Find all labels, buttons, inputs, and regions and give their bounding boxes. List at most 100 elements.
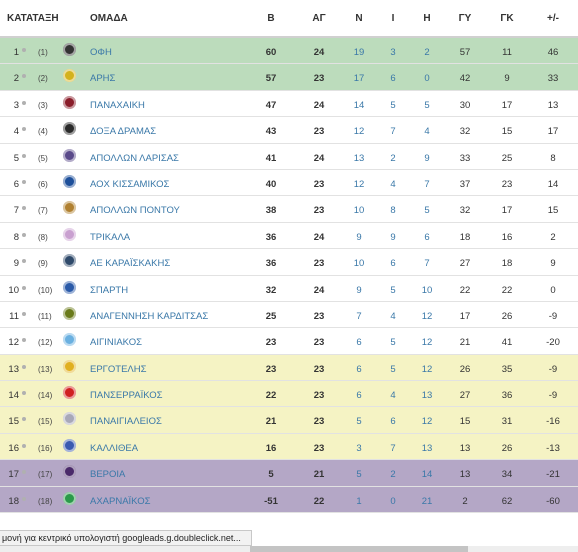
- table-row: 14 (14) ΠΑΝΣΕΡΡΑΪΚΟΣ 22 23 6 4 13 27 36 -9: [0, 381, 578, 408]
- header-goals-for[interactable]: ΓΥ: [458, 13, 472, 24]
- goals-against-cell: 17: [501, 99, 513, 111]
- previous-rank-cell: (18): [38, 496, 53, 506]
- team-name-link[interactable]: ΠΑΝΣΕΡΡΑΪΚΟΣ: [90, 390, 163, 402]
- karaiskakis-crest-icon: [63, 254, 76, 268]
- header-draws[interactable]: Ι: [391, 13, 395, 24]
- points-cell: 36: [265, 231, 277, 243]
- team-name-link[interactable]: ΑΝΑΓΕΝΝΗΣΗ ΚΑΡΔΙΤΣΑΣ: [90, 310, 209, 322]
- previous-rank-cell: (9): [38, 259, 48, 269]
- acharnaikos-crest-icon: [63, 491, 76, 505]
- goals-for-cell: 32: [459, 205, 471, 217]
- header-team[interactable]: ΟΜΑΔΑ: [90, 13, 128, 24]
- played-cell: 24: [313, 99, 325, 111]
- rank-cell: 14: [8, 390, 19, 402]
- wins-cell: 14: [353, 99, 365, 111]
- losses-cell: 13: [421, 442, 433, 454]
- header-wins[interactable]: Ν: [355, 13, 363, 24]
- team-name-link[interactable]: ΠΑΝΑΧΑΙΚΗ: [90, 99, 145, 111]
- header-rank[interactable]: ΚΑΤΑΤΑΞΗ: [7, 13, 59, 24]
- draws-cell: 6: [390, 73, 396, 85]
- rank-cell: 8: [13, 231, 19, 243]
- goal-diff-cell: -9: [548, 310, 558, 322]
- previous-rank-cell: (6): [38, 179, 48, 189]
- table-row: 17 (17) ΒΕΡΟΙΑ 5 21 5 2 14 13 34 -21: [0, 460, 578, 487]
- played-cell: 23: [313, 178, 325, 190]
- points-cell: 25: [265, 310, 277, 322]
- header-points[interactable]: Β: [267, 13, 275, 24]
- wins-cell: 10: [353, 205, 365, 217]
- losses-cell: 13: [421, 390, 433, 402]
- draws-cell: 4: [390, 178, 396, 190]
- goals-for-cell: 18: [459, 231, 471, 243]
- header-losses[interactable]: Η: [423, 13, 431, 24]
- losses-cell: 12: [421, 416, 433, 428]
- team-name-link[interactable]: ΑΙΓΙΝΙΑΚΟΣ: [90, 337, 142, 349]
- points-cell: 38: [265, 205, 277, 217]
- scrollbar-thumb[interactable]: [250, 546, 468, 552]
- team-name-link[interactable]: ΕΡΓΟΤΕΛΗΣ: [90, 363, 147, 375]
- losses-cell: 12: [421, 310, 433, 322]
- draws-cell: 4: [390, 390, 396, 402]
- previous-rank-cell: (17): [38, 470, 53, 480]
- played-cell: 23: [313, 126, 325, 138]
- apollon-pontou-crest-icon: [63, 201, 76, 215]
- wins-cell: 9: [356, 231, 362, 243]
- team-name-link[interactable]: ΑΕ ΚΑΡΑΪΣΚΑΚΗΣ: [90, 258, 171, 270]
- draws-cell: 7: [390, 126, 396, 138]
- table-row: 1 (1) ΟΦΗ 60 24 19 3 2 57 11 46: [0, 38, 578, 65]
- team-name-link[interactable]: ΤΡΙΚΑΛΑ: [90, 231, 131, 243]
- kallithea-crest-icon: [63, 438, 76, 452]
- team-name-link[interactable]: ΒΕΡΟΙΑ: [90, 469, 126, 481]
- goals-for-cell: 26: [459, 363, 471, 375]
- previous-rank-cell: (8): [38, 232, 48, 242]
- team-name-link[interactable]: ΑΠΟΛΛΩΝ ΠΟΝΤΟΥ: [90, 205, 180, 217]
- wins-cell: 10: [353, 258, 365, 270]
- team-name-link[interactable]: ΑΠΟΛΛΩΝ ΛΑΡΙΣΑΣ: [90, 152, 179, 164]
- table-row: 11 (11) ΑΝΑΓΕΝΝΗΣΗ ΚΑΡΔΙΤΣΑΣ 25 23 7 4 12 17 26 -9: [0, 301, 578, 329]
- team-name-link[interactable]: ΔΟΞΑ ΔΡΑΜΑΣ: [90, 126, 157, 138]
- goal-diff-cell: 46: [547, 47, 559, 58]
- header-goals-against[interactable]: ΓΚ: [500, 13, 514, 24]
- draws-cell: 7: [390, 442, 396, 454]
- draws-cell: 8: [390, 205, 396, 217]
- team-name-link[interactable]: ΟΦΗ: [90, 47, 112, 58]
- header-played[interactable]: ΑΓ: [312, 13, 326, 24]
- trend-dot-icon: [22, 153, 26, 158]
- goal-diff-cell: 15: [547, 205, 559, 217]
- points-cell: 60: [265, 47, 277, 58]
- goal-diff-cell: 0: [550, 284, 556, 296]
- losses-cell: 0: [424, 73, 430, 85]
- goals-against-cell: 9: [504, 73, 510, 85]
- table-row: 9 (9) ΑΕ ΚΑΡΑΪΣΚΑΚΗΣ 36 23 10 6 7 27 18 9: [0, 249, 578, 276]
- rank-cell: 7: [13, 205, 19, 217]
- previous-rank-cell: (15): [38, 417, 53, 427]
- table-row: 5 (5) ΑΠΟΛΛΩΝ ΛΑΡΙΣΑΣ 41 24 13 2 9 33 25 8: [0, 143, 578, 170]
- team-name-link[interactable]: ΣΠΑΡΤΗ: [90, 284, 129, 296]
- goals-against-cell: 62: [501, 495, 513, 507]
- team-name-link[interactable]: ΑΟΧ ΚΙΣΣΑΜΙΚΟΣ: [90, 178, 170, 190]
- losses-cell: 2: [424, 47, 430, 58]
- team-name-link[interactable]: ΠΑΝΑΙΓΙΑΛΕΙΟΣ: [90, 416, 162, 428]
- team-name-link[interactable]: ΚΑΛΛΙΘΕΑ: [90, 442, 139, 454]
- header-goal-diff[interactable]: +/-: [547, 13, 559, 24]
- wins-cell: 9: [356, 284, 362, 296]
- draws-cell: 6: [390, 416, 396, 428]
- goals-against-cell: 17: [501, 205, 513, 217]
- team-name-link[interactable]: ΑΧΑΡΝΑΪΚΟΣ: [90, 495, 151, 507]
- goal-diff-cell: 33: [547, 73, 559, 85]
- wins-cell: 5: [356, 416, 362, 428]
- horizontal-scrollbar[interactable]: [0, 546, 578, 552]
- losses-cell: 7: [424, 178, 430, 190]
- goal-diff-cell: 2: [550, 231, 556, 243]
- team-name-link[interactable]: ΑΡΗΣ: [90, 73, 116, 85]
- goals-for-cell: 42: [459, 73, 471, 85]
- losses-cell: 6: [424, 231, 430, 243]
- table-header: ΚΑΤΑΤΑΞΗ ΟΜΑΔΑ Β ΑΓ Ν Ι Η ΓΥ ΓΚ +/-: [0, 0, 578, 38]
- previous-rank-cell: (12): [38, 338, 53, 348]
- rank-cell: 4: [13, 126, 19, 138]
- rank-cell: 17: [8, 469, 19, 481]
- goal-diff-cell: 9: [550, 258, 556, 270]
- goal-diff-cell: -20: [546, 337, 560, 349]
- points-cell: 32: [265, 284, 277, 296]
- goal-diff-cell: -16: [546, 416, 560, 428]
